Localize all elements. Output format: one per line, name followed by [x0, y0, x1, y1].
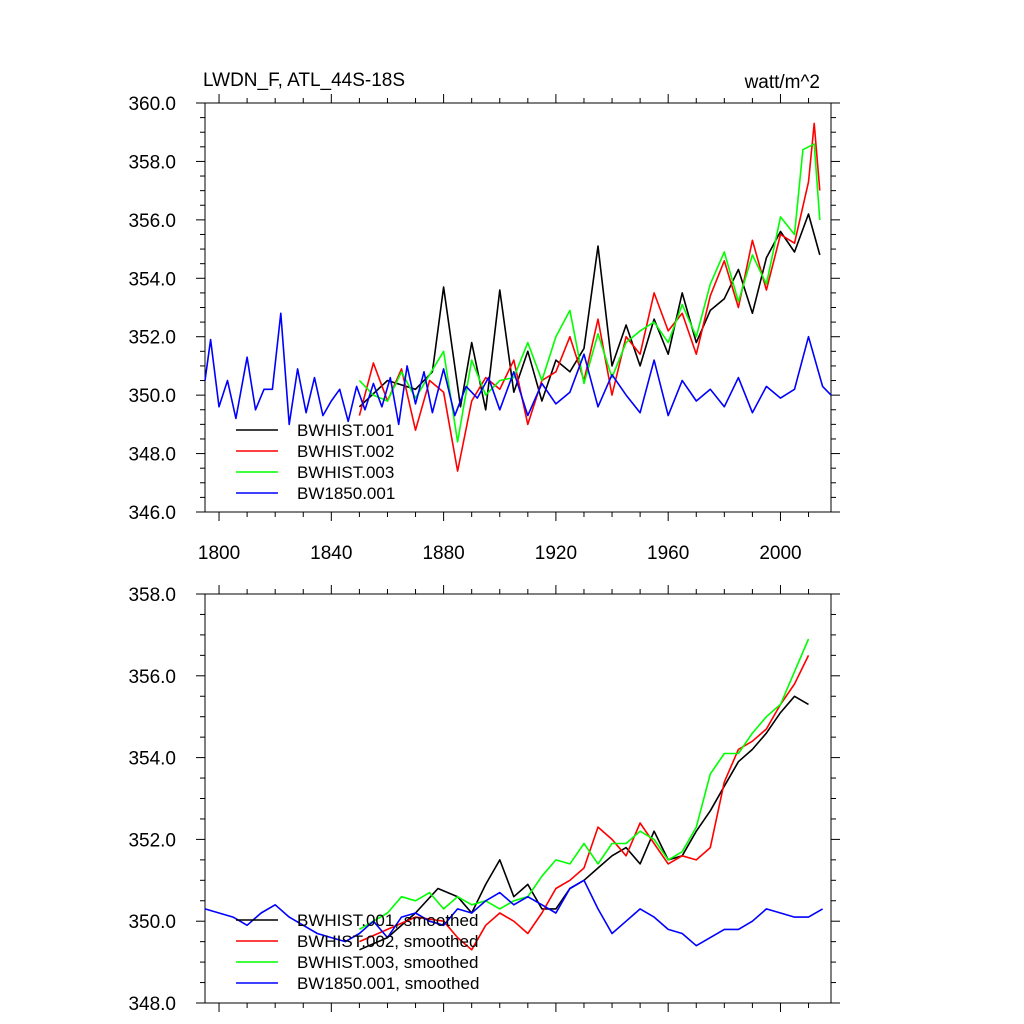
x-tick-label: 1840 [310, 543, 352, 564]
x-tick-label: 1960 [647, 543, 689, 564]
x-tick-label: 1800 [198, 543, 240, 564]
top-panel: 1800 1840 1880 1920 1960 2000 346.0 348.0 350.0 3… [128, 94, 840, 564]
y-tick-label: 360.0 [128, 94, 176, 115]
legend-label: BWHIST.002, smoothed [297, 932, 478, 951]
y-tick-label: 350.0 [128, 386, 176, 407]
series-line [359, 695, 809, 951]
y-tick-label: 356.0 [128, 667, 176, 688]
series-line [204, 312, 832, 426]
legend: BWHIST.001 BWHIST.002 BWHIST.003 BW1850.001 [236, 421, 395, 503]
series-line [358, 122, 821, 472]
chart-title: LWDN_F, ATL_44S-18S [203, 70, 405, 91]
series-line [359, 655, 810, 951]
y-tick-label: 352.0 [128, 328, 176, 349]
legend: BWHIST.001, smoothed BWHIST.002, smoothed… [236, 911, 479, 993]
x-ticks [218, 585, 810, 1012]
y-ticks [196, 102, 840, 513]
series-line [358, 213, 821, 411]
series-line [358, 143, 821, 443]
legend-label: BWHIST.001 [297, 421, 394, 440]
y-ticks [196, 593, 840, 1004]
y-tick-label: 348.0 [128, 994, 176, 1015]
series-line [204, 879, 824, 947]
y-tick-label: 354.0 [128, 269, 176, 290]
bottom-panel: 348.0 350.0 352.0 354.0 356.0 358.0 BWHIST.001… [128, 585, 840, 1015]
legend-label: BW1850.001 [297, 484, 395, 503]
y-tick-label: 350.0 [128, 912, 176, 933]
legend-label: BWHIST.003 [297, 463, 394, 482]
y-tick-label: 356.0 [128, 211, 176, 232]
y-tick-label: 348.0 [128, 445, 176, 466]
legend-label: BWHIST.001, smoothed [297, 911, 478, 930]
x-ticks [218, 94, 810, 521]
y-tick-label: 354.0 [128, 749, 176, 770]
x-tick-label: 1920 [535, 543, 577, 564]
y-tick-label: 346.0 [128, 503, 176, 524]
legend-label: BW1850.001, smoothed [297, 974, 479, 993]
series-line [358, 638, 810, 931]
units-label: watt/m^2 [744, 72, 820, 93]
x-tick-label: 1880 [422, 543, 464, 564]
y-tick-label: 358.0 [128, 152, 176, 173]
x-tick-label: 2000 [759, 543, 801, 564]
y-tick-label: 358.0 [128, 585, 176, 606]
legend-label: BWHIST.003, smoothed [297, 953, 478, 972]
legend-label: BWHIST.002 [297, 442, 394, 461]
y-tick-label: 352.0 [128, 830, 176, 851]
